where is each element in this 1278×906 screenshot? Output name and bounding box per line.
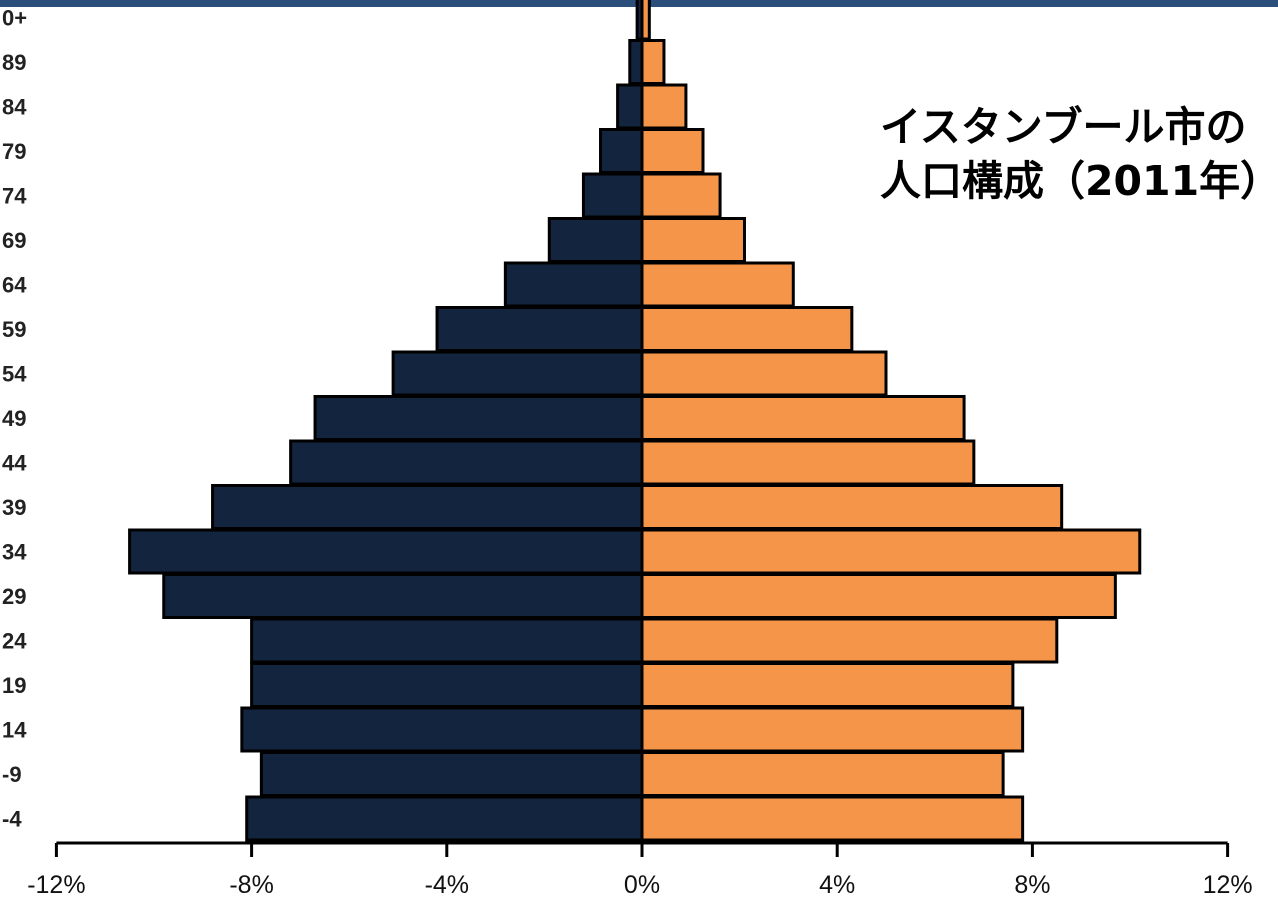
bar-female-85-89 [640, 39, 666, 85]
age-label-20-24: 24 [2, 629, 27, 654]
bar-female-35-39 [640, 484, 1064, 530]
age-label-35-39: 39 [2, 495, 26, 520]
age-label-45-49: 49 [2, 406, 26, 431]
bar-male-75-79 [599, 128, 644, 174]
age-label-90+: 0+ [2, 6, 27, 31]
bar-female-45-49 [640, 395, 966, 441]
bar-female-55-59 [640, 306, 854, 352]
bar-male-60-64 [503, 261, 644, 308]
bar-female-50-54 [640, 350, 888, 397]
age-label-80-84: 84 [2, 95, 27, 120]
bar-female-25-29 [640, 573, 1117, 619]
x-tick-label: -8% [229, 871, 273, 899]
bar-male-0-4 [245, 795, 644, 842]
age-label-65-69: 69 [2, 228, 26, 253]
bar-female-70-74 [640, 172, 722, 219]
bar-male-40-44 [289, 439, 644, 486]
bar-female-40-44 [640, 439, 976, 486]
bar-male-70-74 [581, 172, 644, 219]
bar-male-10-14 [240, 706, 644, 753]
x-tick-label: 12% [1203, 871, 1253, 899]
bar-female-60-64 [640, 261, 795, 308]
bar-male-55-59 [435, 306, 644, 352]
bar-male-50-54 [391, 350, 644, 397]
age-label-0-4: -4 [2, 807, 22, 832]
x-axis: -12% -8% -4% 0% 4% 8% 12% [27, 7, 1253, 899]
age-label-15-19: 19 [2, 673, 26, 698]
age-label-5-9: -9 [2, 762, 22, 787]
age-label-85-89: 89 [2, 50, 26, 75]
bar-female-20-24 [640, 617, 1059, 664]
bar-female-30-34 [640, 528, 1142, 575]
chart-title-line-2: 人口構成（2011年） [880, 157, 1278, 205]
bar-female-0-4 [640, 795, 1025, 842]
bar-male-85-89 [628, 39, 644, 85]
chart-title-line-1: イスタンブール市の [880, 103, 1247, 151]
age-label-50-54: 54 [2, 362, 27, 387]
age-label-10-14: 14 [2, 718, 27, 743]
x-tick-label: 4% [819, 871, 855, 899]
bar-male-35-39 [211, 484, 644, 530]
bar-female-75-79 [640, 128, 705, 174]
bar-female-10-14 [640, 706, 1025, 753]
bar-male-20-24 [250, 617, 644, 664]
age-label-70-74: 74 [2, 184, 27, 209]
bar-male-5-9 [259, 751, 644, 797]
age-label-60-64: 64 [2, 273, 27, 298]
x-tick-label: 0% [624, 871, 660, 899]
age-label-30-34: 34 [2, 540, 27, 565]
bar-male-80-84 [616, 83, 644, 130]
male-bars [128, 0, 644, 842]
age-label-25-29: 29 [2, 584, 26, 609]
age-label-40-44: 44 [2, 451, 27, 476]
bar-female-80-84 [640, 83, 688, 130]
bar-male-15-19 [250, 662, 644, 708]
bar-female-5-9 [640, 751, 1005, 797]
chart-title: イスタンブール市の 人口構成（2011年） [880, 100, 1278, 208]
bar-female-15-19 [640, 662, 1015, 708]
x-tick-label: -12% [27, 871, 85, 899]
bar-male-45-49 [313, 395, 644, 441]
bar-male-25-29 [162, 573, 644, 619]
bar-male-30-34 [128, 528, 644, 575]
bar-female-65-69 [640, 217, 746, 263]
x-tick-label: 8% [1014, 871, 1050, 899]
age-label-55-59: 59 [2, 317, 26, 342]
age-label-75-79: 79 [2, 139, 26, 164]
x-tick-label: -4% [425, 871, 469, 899]
bar-male-65-69 [547, 217, 644, 263]
age-labels: -4 -9 14 19 24 29 34 39 44 49 54 59 64 69 74 79 84 89 0+ [2, 6, 27, 832]
